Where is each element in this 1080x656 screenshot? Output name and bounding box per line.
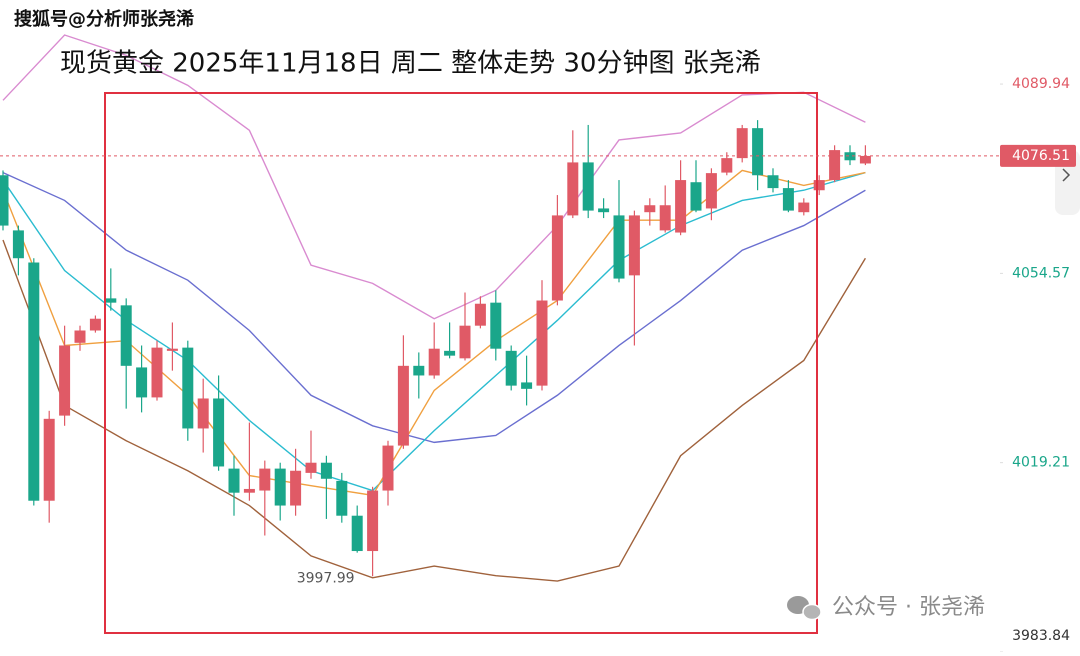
candle-body <box>43 418 55 501</box>
candle-body <box>428 348 440 376</box>
candle-body <box>613 215 625 279</box>
candle-body <box>243 488 255 493</box>
candle-body <box>798 202 810 213</box>
candle-body <box>752 128 764 176</box>
candle-body <box>444 350 456 356</box>
candle-body <box>367 490 379 552</box>
candle-body <box>675 180 687 233</box>
y-tick-label: 4054.57 <box>1012 265 1070 281</box>
chevron <box>1062 168 1071 182</box>
candle-body <box>0 175 9 226</box>
plot-area <box>0 34 871 582</box>
candle-body <box>582 162 594 211</box>
wechat-icon <box>787 596 822 621</box>
indicator-line <box>2 169 866 497</box>
candle-body <box>274 468 286 506</box>
candle-body <box>397 365 409 446</box>
candle-body <box>474 303 486 326</box>
candle-body <box>721 158 733 173</box>
candle-body <box>813 180 825 191</box>
candle-body <box>598 208 610 213</box>
candle-body <box>120 305 132 366</box>
candle-body <box>197 398 209 429</box>
candle-body <box>859 155 871 164</box>
watermark-top: 搜狐号@分析师张尧浠 <box>14 8 194 30</box>
candle-body <box>659 205 671 231</box>
price-axis <box>1000 0 1080 652</box>
candle-body <box>166 348 178 351</box>
y-tick-label: 4019.21 <box>1012 455 1070 471</box>
candle-body <box>12 230 24 259</box>
indicator-line <box>2 171 866 444</box>
candle-body <box>536 300 548 386</box>
candle-body <box>182 347 194 429</box>
candle-body <box>736 128 748 159</box>
low-annotation: 3997.99 <box>297 570 355 586</box>
candle-body <box>320 462 332 479</box>
y-tick-label: 3983.84 <box>1012 628 1070 644</box>
candle-body <box>644 205 656 213</box>
candle-body <box>151 347 163 398</box>
candle-body <box>413 365 425 376</box>
indicator-line <box>2 34 866 320</box>
candle-body <box>105 298 117 303</box>
candle-body <box>551 215 563 301</box>
candle-body <box>829 150 841 181</box>
candle-body <box>290 470 302 506</box>
candle-body <box>705 173 717 209</box>
candle-body <box>521 382 533 389</box>
candle-body <box>59 345 71 416</box>
candle-body <box>382 445 394 491</box>
candle-body <box>228 468 240 493</box>
candle-body <box>351 515 363 552</box>
candle-body <box>459 325 471 359</box>
watermark-bottom: 公众号 · 张尧浠 <box>832 595 985 620</box>
candle-body <box>844 152 856 161</box>
indicator-line <box>2 239 866 582</box>
candle-body <box>782 188 794 211</box>
candle-body <box>628 215 640 276</box>
chart-title: 现货黄金 2025年11月18日 周二 整体走势 30分钟图 张尧浠 <box>60 49 761 79</box>
candle-body <box>305 462 317 473</box>
candle-body <box>505 350 517 386</box>
indicator-line <box>2 171 866 492</box>
y-tick-label: 4089.94 <box>1012 76 1070 92</box>
candle-body <box>28 262 40 501</box>
candle-body <box>74 330 86 343</box>
candle-body <box>767 175 779 189</box>
candle-body <box>690 182 702 211</box>
candle-body <box>213 398 225 467</box>
last-price-box <box>1000 144 1076 167</box>
candle-body <box>136 367 148 398</box>
candle-body <box>259 468 271 491</box>
last-price-label: 4076.51 <box>1012 148 1070 164</box>
highlight-box <box>104 92 818 634</box>
candle-body <box>89 318 101 331</box>
candle-body <box>336 480 348 516</box>
candle-body <box>567 162 579 216</box>
candle-body <box>490 302 502 349</box>
